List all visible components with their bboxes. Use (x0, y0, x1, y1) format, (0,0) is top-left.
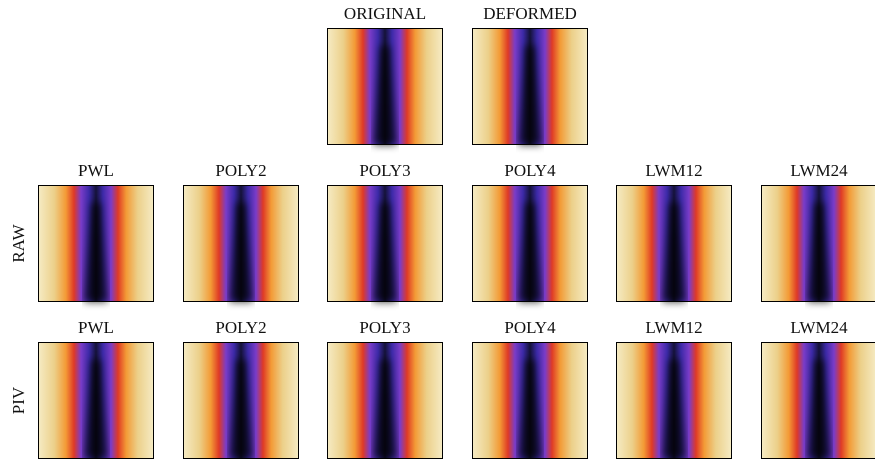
heatmap-image (327, 185, 443, 302)
panel-title: LWM24 (790, 318, 848, 337)
panel-title: POLY2 (215, 318, 266, 337)
panel-title: LWM12 (645, 318, 702, 337)
heatmap-image (183, 185, 299, 302)
panel-title: POLY4 (504, 318, 556, 337)
panel-title: PWL (78, 318, 114, 337)
panel-title: POLY3 (359, 161, 410, 180)
heatmap-image (761, 185, 875, 302)
panel-title: DEFORMED (483, 4, 577, 23)
heatmap-image (761, 342, 875, 459)
heatmap-image (327, 28, 443, 145)
panel-title: ORIGINAL (344, 4, 426, 23)
panel-title: LWM12 (645, 161, 702, 180)
heatmap-image (38, 342, 154, 459)
heatmap-image (327, 342, 443, 459)
heatmap-image (183, 342, 299, 459)
heatmap-image (472, 28, 588, 145)
panel-title: LWM24 (790, 161, 848, 180)
panel-title: POLY2 (215, 161, 266, 180)
heatmap-image (472, 342, 588, 459)
heatmap-image (38, 185, 154, 302)
panel-title: POLY4 (504, 161, 556, 180)
heatmap-image (616, 185, 732, 302)
heatmap-image (472, 185, 588, 302)
panel-title: POLY3 (359, 318, 410, 337)
figure: ORIGINAL DEFORMED RAW PWL POLY2 POLY3 POLY4 LWM… (0, 0, 875, 459)
heatmap-image (616, 342, 732, 459)
row-label: PIV (9, 386, 28, 414)
row-label: RAW (9, 223, 28, 262)
panel-title: PWL (78, 161, 114, 180)
